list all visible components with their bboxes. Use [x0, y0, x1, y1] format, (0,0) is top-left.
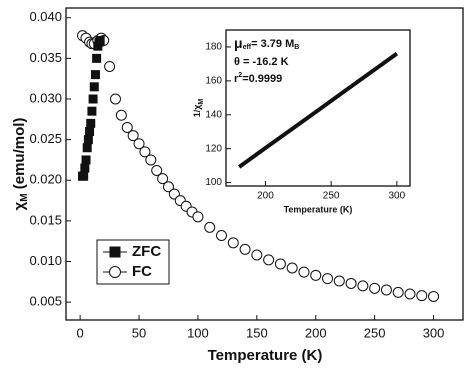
y-tick-label: 0.015 — [29, 212, 62, 227]
fc-point — [357, 280, 369, 292]
fc-point — [127, 130, 139, 142]
legend-marker — [109, 246, 121, 258]
fc-point — [310, 269, 322, 281]
zfc-point — [95, 36, 105, 45]
fc-point — [109, 93, 121, 105]
fc-point — [333, 275, 345, 287]
fc-point — [145, 154, 157, 166]
y-tick-label: 160 — [205, 76, 222, 87]
zfc-point — [82, 143, 92, 153]
fc-point — [345, 277, 357, 289]
y-tick-label: 140 — [205, 109, 222, 120]
x-tick-label: 150 — [246, 325, 268, 340]
fit-line — [237, 51, 399, 169]
ann-part: =0.9999 — [242, 73, 282, 85]
x-tick-label: 100 — [187, 325, 209, 340]
ann-part: eff — [243, 44, 252, 51]
x-tick-label: 50 — [132, 325, 146, 340]
legend-box — [96, 239, 170, 285]
fc-point — [151, 165, 163, 176]
ann-part: μ — [234, 35, 243, 51]
legend-label: ZFC — [132, 243, 161, 260]
fc-point — [298, 266, 310, 278]
zfc-point — [89, 82, 99, 92]
ann-part: B — [294, 44, 299, 51]
fc-point — [392, 286, 404, 298]
fc-point — [428, 290, 440, 302]
x-tick-label: 250 — [364, 325, 386, 340]
y-title-part: M — [198, 99, 205, 105]
y-tick-label: 0.035 — [29, 50, 62, 65]
y-tick-label: 0.010 — [29, 253, 62, 268]
fc-point — [416, 290, 428, 302]
ann-part: = 3.79 M — [251, 38, 294, 50]
y-title-part: 1/χ — [192, 104, 202, 118]
legend-marker — [109, 266, 121, 278]
fc-point — [162, 181, 174, 193]
legend-label: FC — [132, 263, 152, 280]
fc-point — [369, 282, 381, 294]
y-tick-label: 180 — [205, 42, 222, 53]
x-tick-label: 200 — [257, 191, 274, 202]
fc-point — [133, 138, 145, 150]
y-tick-label: 0.020 — [29, 172, 62, 187]
zfc-point — [90, 70, 100, 80]
y-tick-label: 0.025 — [29, 131, 62, 146]
y-tick-label: 100 — [205, 177, 222, 188]
x-tick-label: 300 — [423, 325, 445, 340]
fc-point — [216, 230, 228, 241]
fc-point — [121, 121, 133, 133]
x-tick-label: 300 — [389, 191, 406, 202]
fc-point — [192, 211, 204, 223]
fc-point — [139, 146, 151, 158]
y-tick-label: 0.005 — [29, 294, 62, 309]
zfc-point — [88, 94, 98, 104]
annotation: μeff= 3.79 MB — [234, 35, 299, 51]
ann-part: r — [234, 73, 239, 85]
zfc-point — [87, 106, 97, 116]
x-tick-label: 250 — [323, 191, 340, 202]
fc-point — [286, 262, 298, 274]
zfc-point — [85, 127, 95, 136]
y-axis-title: χM (emu/mol) — [11, 118, 30, 211]
zfc-point — [81, 155, 91, 165]
fc-point — [204, 221, 216, 233]
inset-x-title: Temperature (K) — [284, 204, 353, 214]
annotation: r2=0.9999 — [234, 72, 282, 85]
zfc-point — [80, 163, 90, 173]
x-tick-label: 0 — [77, 325, 84, 340]
x-axis-title: Temperature (K) — [208, 347, 323, 364]
y-tick-label: 0.040 — [29, 9, 62, 24]
fc-point — [274, 258, 286, 270]
zfc-point — [92, 53, 102, 63]
fc-point — [227, 237, 239, 249]
fc-point — [404, 288, 416, 300]
y-tick-label: 120 — [205, 143, 222, 154]
fc-point — [157, 173, 169, 185]
fc-point — [239, 243, 251, 255]
fc-point — [115, 109, 127, 121]
fc-point — [251, 249, 263, 261]
annotation: θ = -16.2 K — [234, 56, 289, 68]
zfc-point — [86, 118, 96, 128]
x-tick-label: 200 — [305, 325, 327, 340]
fc-point — [104, 61, 116, 72]
fc-point — [380, 284, 392, 296]
ann-part: 2 — [238, 72, 242, 79]
inset-y-title: 1/χM — [192, 99, 204, 118]
fc-point — [263, 254, 275, 266]
zfc-point — [83, 135, 93, 145]
y-tick-label: 0.030 — [29, 90, 62, 105]
zfc-point — [79, 171, 89, 181]
fc-point — [322, 273, 334, 285]
